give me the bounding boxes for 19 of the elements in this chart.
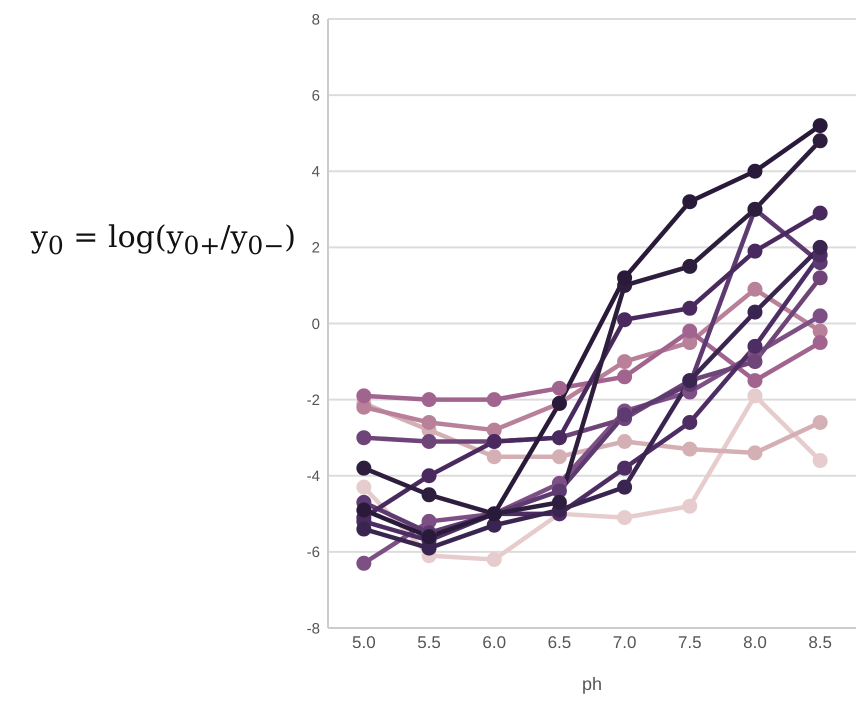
y-tick-label: -8 xyxy=(306,620,320,638)
y-tick-label: 0 xyxy=(312,316,320,333)
y-tick-label: -6 xyxy=(306,544,320,562)
x-tick-label: 8.5 xyxy=(808,633,832,652)
x-tick-label: 5.0 xyxy=(352,633,376,652)
y-tick-label: -4 xyxy=(306,468,320,486)
x-tick-label: 7.0 xyxy=(612,633,636,652)
y-tick-label: 4 xyxy=(312,164,320,181)
y-tick-label: 6 xyxy=(312,87,320,104)
y-axis-title: y$_{0}$ = log(y$_{0+}$/y$_{0−}$) xyxy=(30,220,296,260)
y-tick-label: 8 xyxy=(312,11,320,28)
x-axis-title: ph xyxy=(582,674,602,694)
x-tick-label: 5.5 xyxy=(417,633,441,652)
x-tick-label: 6.0 xyxy=(482,633,506,652)
x-tick-label: 6.5 xyxy=(548,633,572,652)
y-tick-label: -2 xyxy=(306,392,320,409)
x-tick-label: 8.0 xyxy=(743,633,767,652)
y-tick-label: 2 xyxy=(312,240,320,257)
x-tick-label: 7.5 xyxy=(678,633,702,652)
